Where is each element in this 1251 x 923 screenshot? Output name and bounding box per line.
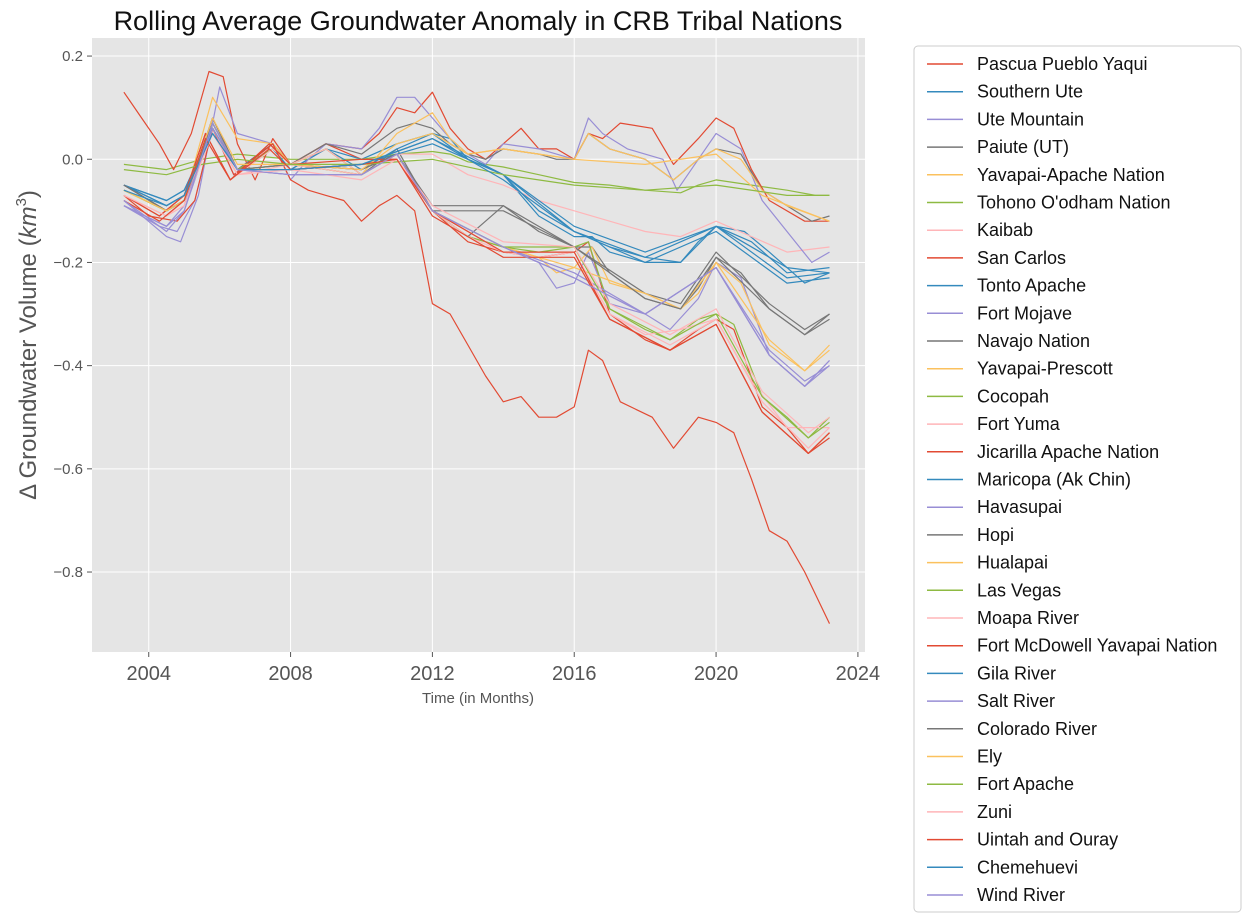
legend-label: Hualapai <box>977 553 1048 573</box>
legend-item: Havasupai <box>927 497 1062 517</box>
series-line <box>123 70 830 222</box>
legend-label: Moapa River <box>977 608 1079 628</box>
series-lines <box>123 70 831 624</box>
legend-item: Hualapai <box>927 553 1048 573</box>
series-line <box>123 132 830 284</box>
series-line <box>123 138 830 454</box>
x-tick-label: 2020 <box>694 663 739 685</box>
legend-item: Southern Ute <box>927 82 1083 102</box>
y-axis-label-unit: km <box>15 206 42 238</box>
legend-label: Ely <box>977 747 1002 767</box>
y-tick-label: 0.0 <box>62 151 83 168</box>
legend-item: Fort Mojave <box>927 303 1072 323</box>
legend-item: Cocopah <box>927 386 1049 406</box>
legend-label: Pascua Pueblo Yaqui <box>977 54 1147 74</box>
legend-label: Yavapai-Apache Nation <box>977 165 1165 185</box>
legend-label: San Carlos <box>977 248 1066 268</box>
legend-label: Fort Apache <box>977 774 1074 794</box>
legend: Pascua Pueblo Yaqui Southern Ute Ute Mount… <box>927 54 1217 905</box>
legend-item: Fort Apache <box>927 774 1074 794</box>
x-tick-label: 2012 <box>410 663 455 685</box>
series-line <box>123 127 831 624</box>
legend-item: Kaibab <box>927 220 1033 240</box>
legend-item: Zuni <box>927 802 1012 822</box>
legend-label: Paiute (UT) <box>977 137 1069 157</box>
legend-item: Gila River <box>927 663 1056 683</box>
legend-label: Uintah and Ouray <box>977 830 1118 850</box>
legend-label: Jicarilla Apache Nation <box>977 442 1159 462</box>
series-line <box>123 122 830 387</box>
y-tick-label: −0.8 <box>53 564 83 581</box>
x-tick-label: 2016 <box>552 663 597 685</box>
series-line <box>123 86 830 263</box>
legend-item: Tonto Apache <box>927 276 1086 296</box>
legend-item: Salt River <box>927 691 1055 711</box>
legend-label: Fort McDowell Yavapai Nation <box>977 636 1217 656</box>
chart-title: Rolling Average Groundwater Anomaly in C… <box>114 6 843 36</box>
series-line <box>123 122 830 439</box>
legend-item: Paiute (UT) <box>927 137 1069 157</box>
legend-label: Hopi <box>977 525 1014 545</box>
legend-label: Tonto Apache <box>977 276 1086 296</box>
grid-lines <box>92 38 865 652</box>
legend-item: Moapa River <box>927 608 1079 628</box>
legend-item: Maricopa (Ak Chin) <box>927 470 1131 490</box>
x-axis-ticks: 2004 2008 2012 2016 2020 2024 <box>126 652 880 685</box>
legend-item: Chemehuevi <box>927 857 1078 877</box>
legend-item: Ute Mountain <box>927 109 1084 129</box>
legend-item: San Carlos <box>927 248 1066 268</box>
y-tick-label: −0.2 <box>53 254 83 271</box>
legend-label: Southern Ute <box>977 82 1083 102</box>
legend-item: Pascua Pueblo Yaqui <box>927 54 1147 74</box>
series-line <box>123 132 830 434</box>
legend-item: Tohono O'odham Nation <box>927 193 1171 213</box>
legend-label: Gila River <box>977 663 1056 683</box>
y-tick-label: −0.4 <box>53 358 83 375</box>
legend-item: Hopi <box>927 525 1014 545</box>
y-axis-label-exponent: 3 <box>13 198 30 206</box>
x-tick-label: 2004 <box>126 663 171 685</box>
y-tick-label: 0.2 <box>62 48 83 65</box>
legend-label: Las Vegas <box>977 580 1061 600</box>
x-tick-label: 2024 <box>836 663 881 685</box>
legend-label: Zuni <box>977 802 1012 822</box>
legend-label: Fort Mojave <box>977 303 1072 323</box>
y-axis-label: Δ Groundwater Volume (km3) <box>13 190 42 500</box>
legend-label: Yavapai-Prescott <box>977 359 1113 379</box>
legend-label: Ute Mountain <box>977 109 1084 129</box>
legend-item: Ely <box>927 747 1002 767</box>
series-line <box>123 158 830 196</box>
legend-box <box>913 45 1242 913</box>
legend-label: Fort Yuma <box>977 414 1061 434</box>
legend-item: Fort Yuma <box>927 414 1061 434</box>
legend-label: Salt River <box>977 691 1055 711</box>
legend-item: Wind River <box>927 885 1065 905</box>
x-axis-label: Time (in Months) <box>422 690 534 707</box>
legend-item: Yavapai-Prescott <box>927 359 1113 379</box>
x-tick-label: 2008 <box>268 663 313 685</box>
legend-label: Tohono O'odham Nation <box>977 193 1171 213</box>
y-axis-label-prefix: Δ Groundwater Volume ( <box>15 238 42 500</box>
legend-item: Yavapai-Apache Nation <box>927 165 1165 185</box>
legend-item: Colorado River <box>927 719 1097 739</box>
legend-item: Uintah and Ouray <box>927 830 1118 850</box>
legend-item: Jicarilla Apache Nation <box>927 442 1159 462</box>
legend-item: Las Vegas <box>927 580 1061 600</box>
legend-label: Maricopa (Ak Chin) <box>977 470 1131 490</box>
legend-label: Havasupai <box>977 497 1062 517</box>
legend-item: Fort McDowell Yavapai Nation <box>927 636 1217 656</box>
y-axis-label-suffix: ) <box>15 190 42 198</box>
legend-label: Colorado River <box>977 719 1097 739</box>
series-line <box>123 150 830 196</box>
legend-label: Navajo Nation <box>977 331 1090 351</box>
legend-label: Cocopah <box>977 386 1049 406</box>
y-axis-ticks: 0.2 0.0 −0.2 −0.4 −0.6 −0.8 <box>53 48 92 581</box>
legend-label: Wind River <box>977 885 1065 905</box>
legend-item: Navajo Nation <box>927 331 1090 351</box>
legend-label: Chemehuevi <box>977 857 1078 877</box>
legend-label: Kaibab <box>977 220 1033 240</box>
y-tick-label: −0.6 <box>53 461 83 478</box>
